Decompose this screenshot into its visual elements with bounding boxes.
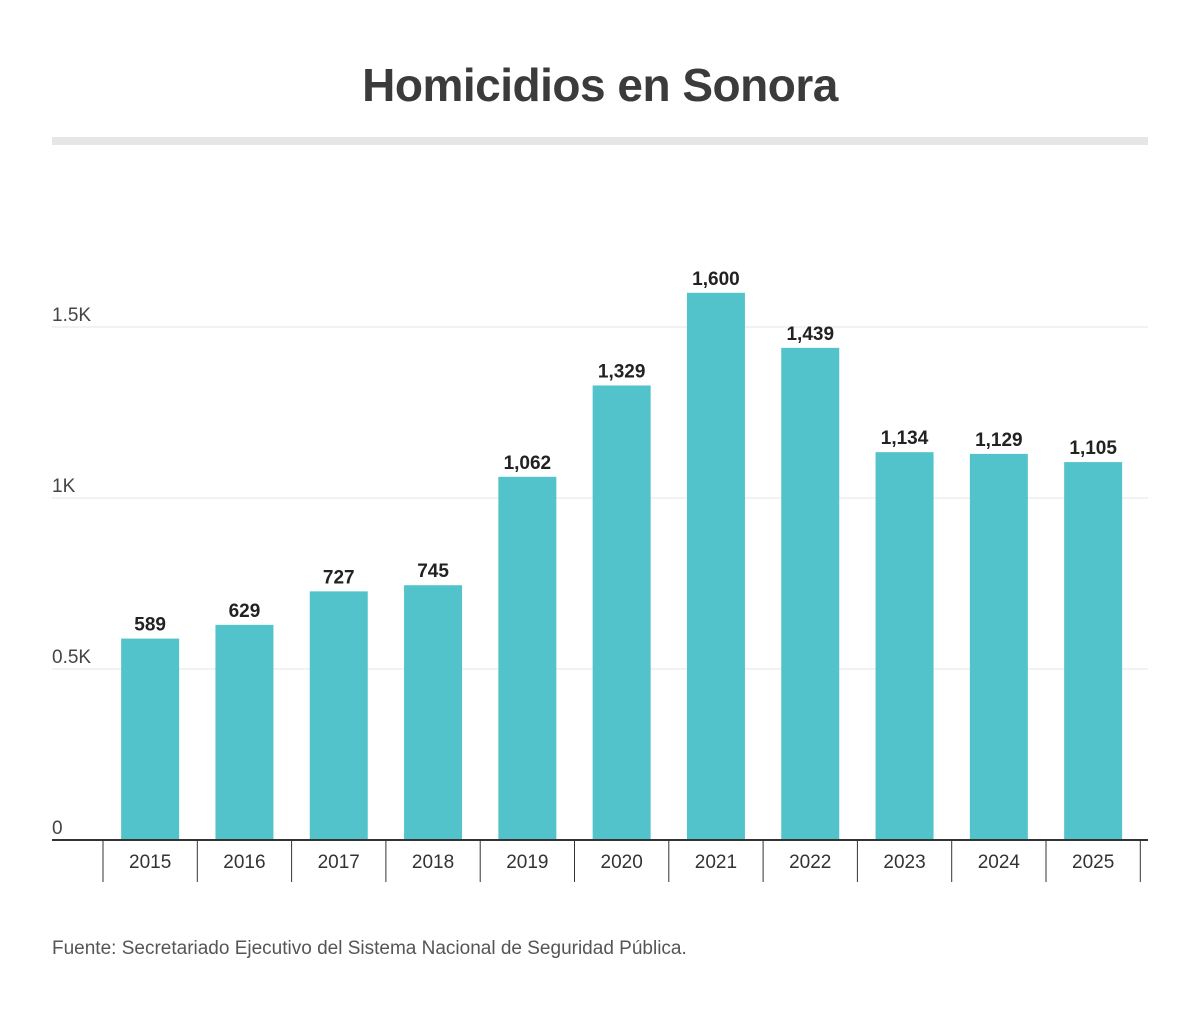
x-tick-label: 2021 <box>695 852 737 873</box>
x-tick-label: 2017 <box>318 852 360 873</box>
title-divider <box>52 137 1148 145</box>
bar <box>969 453 1028 840</box>
bar-value-label: 629 <box>229 601 261 622</box>
y-tick-label: 1K <box>52 476 76 497</box>
bar <box>875 452 934 840</box>
bar <box>1064 462 1123 840</box>
chart-title: Homicidios en Sonora <box>362 59 838 111</box>
bar <box>592 385 651 840</box>
bar-value-label: 1,134 <box>881 428 929 449</box>
x-tick-label: 2019 <box>506 852 548 873</box>
bar <box>498 476 557 840</box>
x-tick-label: 2023 <box>883 852 925 873</box>
y-tick-label: 1.5K <box>52 305 91 326</box>
bar-chart: 0 0.5K 1K 1.5K 589 2015 629 2016 727 2017 745 2018 1… <box>52 269 1148 882</box>
bar-value-label: 1,600 <box>692 269 740 290</box>
bar-value-label: 1,329 <box>598 361 646 382</box>
bar-value-label: 1,439 <box>786 324 834 345</box>
x-tick-label: 2025 <box>1072 852 1114 873</box>
x-tick-label: 2022 <box>789 852 831 873</box>
y-tick-label: 0.5K <box>52 647 91 668</box>
x-tick-label: 2018 <box>412 852 454 873</box>
bar <box>781 347 840 840</box>
bar-value-label: 745 <box>417 561 449 582</box>
x-tick-label: 2016 <box>223 852 265 873</box>
x-tick-label: 2020 <box>601 852 643 873</box>
bar-value-label: 589 <box>134 615 166 636</box>
source-note: Fuente: Secretariado Ejecutivo del Siste… <box>52 938 687 959</box>
bar <box>309 591 368 840</box>
bar <box>686 292 745 840</box>
bar-value-label: 1,062 <box>504 453 552 474</box>
bar <box>215 624 274 840</box>
y-tick-label: 0 <box>52 818 63 839</box>
x-tick-label: 2015 <box>129 852 171 873</box>
x-tick-label: 2024 <box>978 852 1021 873</box>
bar <box>121 638 180 840</box>
bar-value-label: 1,129 <box>975 430 1023 451</box>
bar <box>404 585 463 840</box>
bar-value-label: 1,105 <box>1069 438 1117 459</box>
bar-value-label: 727 <box>323 567 355 588</box>
